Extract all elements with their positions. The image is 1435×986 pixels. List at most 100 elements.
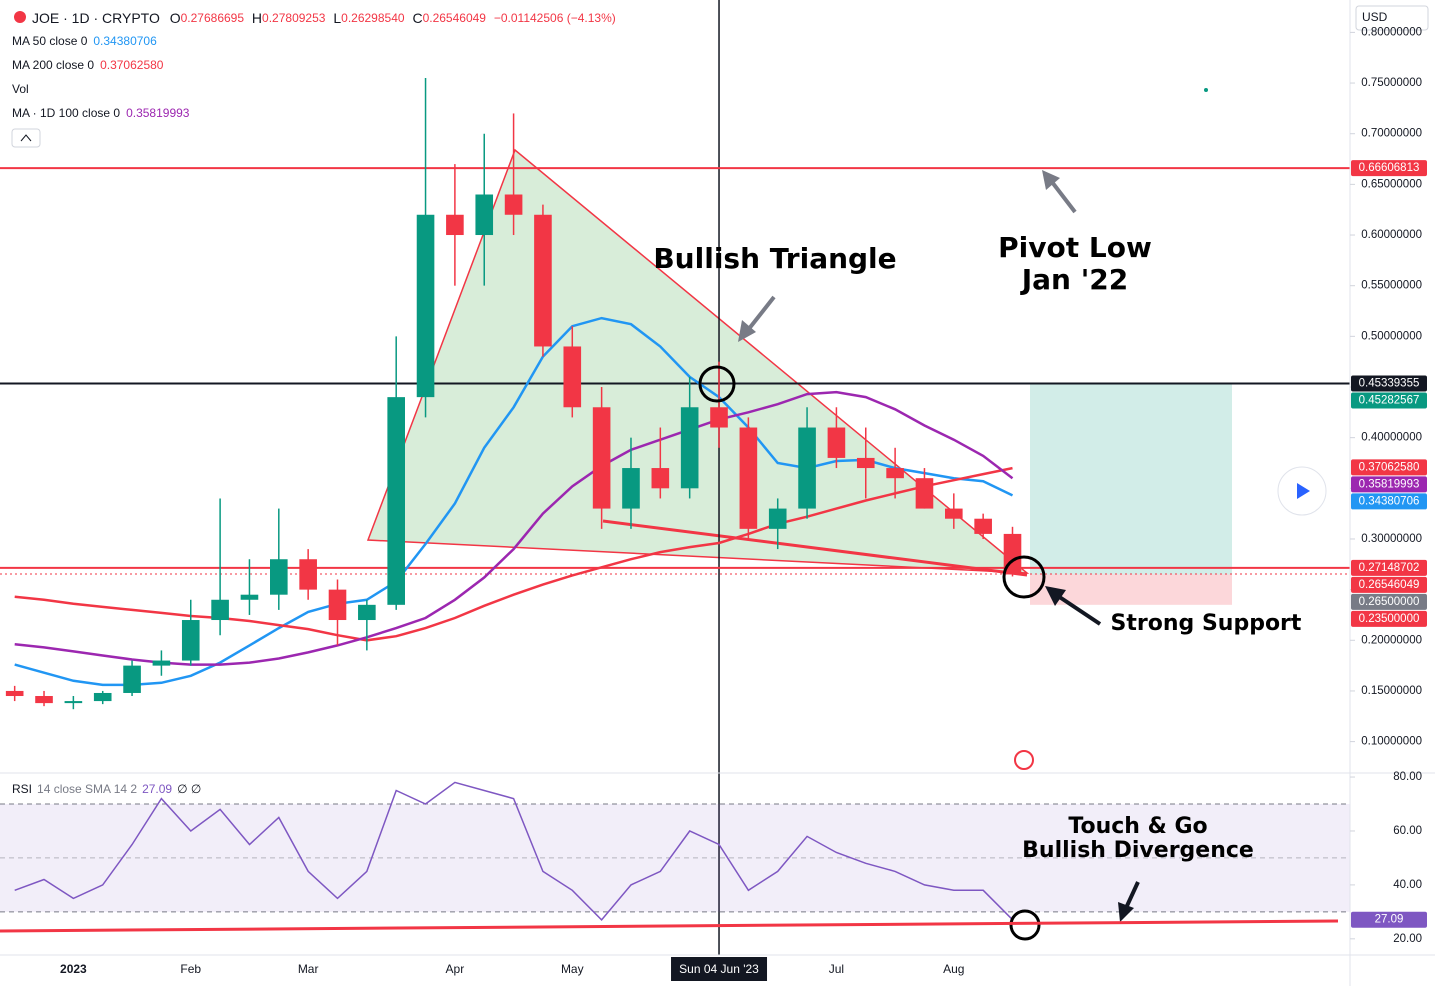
x-tick-label: Feb	[180, 962, 201, 976]
candle-body	[915, 478, 934, 509]
candle-body	[240, 594, 259, 600]
y-tick-label: 0.65000000	[1361, 178, 1422, 190]
arrow-head	[738, 320, 756, 342]
price-label: 27.09	[1375, 914, 1404, 926]
ma-value: 0.35819993	[126, 106, 190, 120]
candle-body	[358, 604, 376, 621]
price-label: 0.34380706	[1359, 495, 1420, 507]
candle-body	[886, 468, 904, 479]
y-tick-label: 0.60000000	[1361, 229, 1422, 241]
open: 0.27686695	[181, 11, 245, 25]
rsi-legend-part: 27.09	[142, 782, 172, 796]
price-label: 0.27148702	[1359, 562, 1420, 574]
candle-body	[64, 701, 83, 704]
marks	[5, 77, 1022, 922]
price-label: 0.26500000	[1359, 596, 1420, 608]
circle-marker	[698, 365, 736, 403]
arrow	[1124, 881, 1140, 909]
collapse-button[interactable]	[11, 128, 41, 148]
price-label-box	[1351, 593, 1427, 610]
circle-marker	[1009, 909, 1041, 941]
annotation: Bullish Divergence	[1022, 838, 1254, 863]
price-label: 0.35819993	[1359, 478, 1420, 490]
candle-body	[651, 468, 670, 489]
candle-body	[211, 599, 229, 621]
ma-legend: MA · 1D 100 close 0 0.35819993	[12, 106, 190, 120]
x-tick-label: 2023	[60, 962, 87, 976]
y-tick-label: 0.75000000	[1361, 77, 1422, 89]
ma-line	[14, 390, 1014, 666]
price-label-box	[1351, 459, 1427, 476]
annotation: Strong Support	[1111, 611, 1302, 636]
y-tick-label: 0.20000000	[1361, 634, 1422, 646]
price-label-box	[1351, 493, 1427, 510]
close: 0.26546049	[423, 11, 487, 25]
candle-body	[270, 559, 288, 595]
ma-legend: MA 50 close 0 0.34380706	[12, 34, 157, 48]
candle-body	[768, 508, 787, 529]
candle-body	[798, 427, 816, 509]
arrow	[1056, 594, 1102, 626]
rsi-legend-part: 14 close SMA 14 2	[37, 782, 137, 796]
rsi-legend-part: ∅ ∅	[177, 782, 201, 796]
candle-body	[592, 407, 611, 509]
ma-line	[14, 316, 1014, 687]
candle-body	[710, 407, 728, 428]
annotation: Jan '22	[1020, 263, 1129, 296]
candle-body	[563, 346, 582, 408]
candle-body	[680, 407, 699, 489]
y-tick-label: 0.15000000	[1361, 685, 1422, 697]
rsi-trend-line	[0, 919, 1339, 933]
candle-body	[622, 468, 640, 509]
drawings-over: Bullish Triangle Pivot Low Jan '22 Stron…	[0, 88, 1339, 941]
candle-body	[387, 397, 405, 605]
price-label: 0.23500000	[1359, 613, 1420, 625]
event-icon[interactable]	[1014, 750, 1034, 770]
candle-body	[446, 214, 464, 236]
h-label: H	[252, 10, 262, 26]
symbol: JOE · 1D · CRYPTO	[32, 10, 160, 26]
x-tick-label: Apr	[446, 962, 465, 976]
candle-body	[504, 194, 523, 215]
low: 0.26298540	[341, 11, 405, 25]
legend: JOE · 1D · CRYPTO O0.27686695 H0.2780925…	[11, 10, 616, 796]
candle-body	[974, 518, 992, 534]
circle-marker	[1002, 555, 1046, 599]
y-tick-label: 80.00	[1393, 771, 1422, 783]
y-tick-label: 0.70000000	[1361, 128, 1422, 140]
arrow-head	[1042, 170, 1060, 190]
y-tick-label: 0.30000000	[1361, 533, 1422, 545]
arrow	[746, 295, 776, 332]
candle-body	[416, 214, 435, 398]
candle-body	[5, 690, 24, 697]
rsi-legend: RSI 14 close SMA 14 2 27.09 ∅ ∅	[12, 782, 201, 796]
y-tick-label: 0.10000000	[1361, 736, 1422, 748]
ma-legend: MA 200 close 0 0.37062580	[12, 58, 164, 72]
l-label: L	[333, 10, 341, 26]
high: 0.27809253	[262, 11, 326, 25]
candle-body	[827, 427, 846, 458]
y-tick-label: 0.80000000	[1361, 26, 1422, 38]
rsi-legend-part: RSI	[12, 782, 32, 796]
y-tick-label: 20.00	[1393, 933, 1422, 945]
ma-value: 0.34380706	[93, 34, 157, 48]
ma-name: MA 50 close 0	[12, 34, 88, 48]
annotation: Bullish Triangle	[653, 242, 896, 275]
candle-body	[93, 692, 112, 702]
currency-button[interactable]	[1355, 5, 1429, 31]
x-tick-label: Sun 04 Jun '23	[679, 962, 759, 976]
x-tick-label: Mar	[298, 962, 319, 976]
candle-body	[856, 457, 875, 469]
candle-body	[475, 194, 494, 236]
legend-ohlc: JOE · 1D · CRYPTO O0.27686695 H0.2780925…	[32, 10, 616, 26]
symbol-icon	[14, 11, 26, 23]
price-label-box	[1351, 610, 1427, 627]
price-label-box	[1351, 375, 1427, 392]
candle-body	[534, 214, 552, 347]
o-label: O	[170, 10, 181, 26]
y-tick-label: 40.00	[1393, 879, 1422, 891]
ma-line	[14, 466, 1013, 642]
